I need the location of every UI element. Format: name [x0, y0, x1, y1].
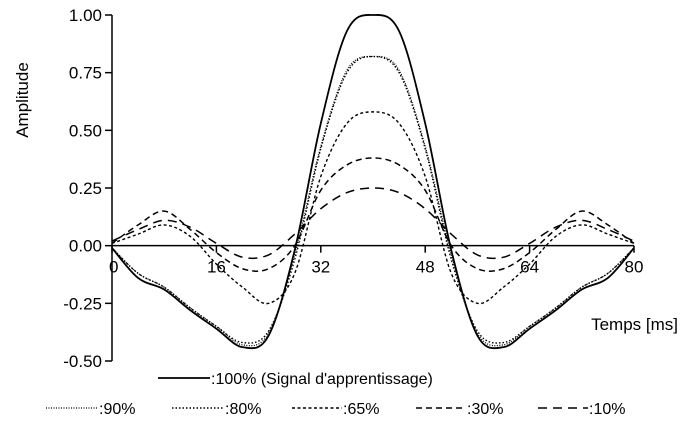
axes: 1.00 0.75 0.50 0.25 0.00 -0.25 -0.50 0 16 32 48 64 8… — [63, 6, 643, 371]
x-tick-label: 0 — [109, 258, 118, 277]
legend-label-2: :90% — [99, 401, 135, 418]
y-tick-label: 0.75 — [69, 64, 102, 83]
series-line-3 — [111, 55, 635, 344]
x-tick-label: 16 — [207, 258, 226, 277]
x-tick-label: 32 — [311, 258, 330, 277]
legend: :100% (Signal d'apprentissage) :90% :80% :6… — [46, 371, 625, 418]
legend-label-4: :65% — [343, 401, 379, 418]
legend-label-5: :30% — [467, 401, 503, 418]
series-line-5 — [111, 157, 635, 272]
y-tick-label: 0.00 — [69, 237, 102, 256]
y-tick-label: 1.00 — [69, 6, 102, 25]
x-tick-label: 80 — [625, 258, 644, 277]
series-line-4 — [111, 111, 635, 305]
series-line-2 — [111, 55, 635, 347]
y-tick-label: -0.50 — [63, 352, 102, 371]
legend-label-1: :100% (Signal d'apprentissage) — [211, 371, 433, 388]
y-tick-label: 0.50 — [69, 121, 102, 140]
series-layer — [111, 14, 635, 350]
x-tick-label: 48 — [416, 258, 435, 277]
y-tick-label: 0.25 — [69, 179, 102, 198]
legend-label-3: :80% — [225, 401, 261, 418]
y-tick-label: -0.25 — [63, 294, 102, 313]
series-line-1 — [111, 14, 635, 350]
legend-label-6: :10% — [589, 401, 625, 418]
x-tick-label: 64 — [520, 258, 539, 277]
y-axis-title: Amplitude — [13, 62, 32, 138]
x-axis-title: Temps [ms] — [591, 315, 678, 334]
series-line-6 — [111, 187, 635, 260]
